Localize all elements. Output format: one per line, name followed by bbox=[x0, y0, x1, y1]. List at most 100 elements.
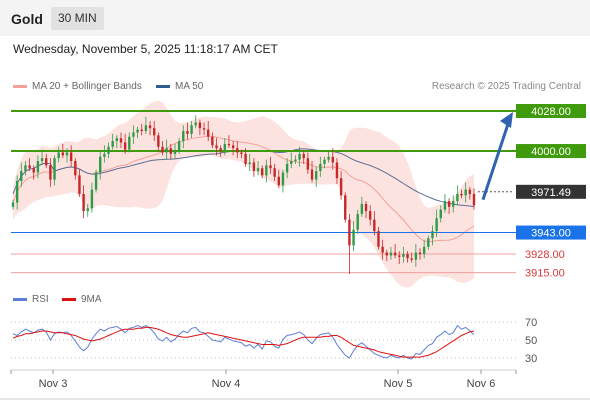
candle-body bbox=[248, 162, 251, 164]
bollinger-band bbox=[13, 100, 474, 288]
candle-body bbox=[169, 148, 173, 154]
candle-body bbox=[223, 143, 227, 152]
candle-body bbox=[389, 252, 393, 256]
candle-body bbox=[20, 171, 23, 182]
candle-body bbox=[285, 163, 289, 173]
candle-body bbox=[273, 168, 276, 177]
ma20-swatch bbox=[13, 84, 27, 88]
candle-body bbox=[447, 201, 451, 207]
candle-body bbox=[422, 246, 426, 254]
candle-body bbox=[11, 202, 15, 207]
candle-body bbox=[15, 181, 19, 203]
candle-body bbox=[153, 128, 156, 136]
candle-body bbox=[427, 238, 430, 247]
x-tick-label: Nov 3 bbox=[39, 378, 68, 390]
ma20-legend: MA 20 + Bollinger Bands bbox=[13, 81, 142, 94]
candle-body bbox=[128, 136, 131, 150]
candle-body bbox=[161, 146, 164, 153]
candle-body bbox=[206, 129, 210, 137]
candle-body bbox=[281, 172, 285, 186]
candle-body bbox=[306, 158, 310, 170]
candle-body bbox=[78, 175, 81, 194]
candle-body bbox=[452, 201, 455, 207]
candle-body bbox=[410, 258, 413, 260]
candle-body bbox=[69, 152, 73, 162]
rsi-swatch bbox=[13, 297, 27, 301]
candle-body bbox=[323, 159, 326, 164]
candle-body bbox=[398, 255, 401, 257]
candle-body bbox=[40, 158, 44, 162]
candle-body bbox=[339, 178, 343, 196]
candle-body bbox=[294, 159, 297, 162]
candle-body bbox=[240, 152, 243, 154]
candle-body bbox=[177, 141, 181, 152]
candle-body bbox=[74, 161, 77, 176]
candle-body bbox=[431, 231, 434, 239]
ma50-swatch bbox=[156, 84, 170, 88]
ma20-legend-label: MA 20 + Bollinger Bands bbox=[32, 81, 142, 92]
candle-body bbox=[360, 203, 364, 214]
symbol-title: Gold bbox=[11, 11, 43, 27]
last-price-tag-label: 3971.49 bbox=[531, 187, 571, 199]
rsi-level-label: 70 bbox=[525, 317, 537, 329]
candle-body bbox=[418, 252, 422, 254]
candle-body bbox=[373, 219, 376, 232]
candle-body bbox=[385, 252, 388, 256]
candle-body bbox=[219, 148, 222, 152]
ma9-legend-label: 9MA bbox=[81, 294, 102, 305]
candle-body bbox=[82, 193, 85, 212]
candle-body bbox=[310, 169, 314, 180]
candle-body bbox=[252, 162, 256, 172]
candle-body bbox=[45, 158, 48, 166]
timestamp: Wednesday, November 5, 2025 11:18:17 AM … bbox=[13, 42, 278, 56]
candle-body bbox=[352, 229, 355, 246]
top-bar: Gold 30 MIN bbox=[0, 0, 590, 36]
candle-body bbox=[265, 165, 268, 176]
candle-body bbox=[460, 193, 463, 196]
rsi-line bbox=[12, 324, 475, 360]
candle-body bbox=[165, 148, 168, 153]
candle-body bbox=[327, 156, 330, 160]
candle-body bbox=[335, 162, 339, 179]
candle-body bbox=[331, 156, 334, 163]
candle-body bbox=[173, 151, 177, 154]
resistance-tag-label-0: 4028.00 bbox=[531, 106, 571, 118]
ma50-legend: MA 50 bbox=[156, 81, 203, 94]
candle-body bbox=[190, 125, 193, 134]
candle-body bbox=[464, 189, 467, 196]
candle-body bbox=[468, 189, 472, 194]
candle-body bbox=[90, 189, 94, 209]
candle-body bbox=[36, 161, 40, 173]
x-tick-label: Nov 4 bbox=[212, 378, 241, 390]
candle-body bbox=[136, 129, 139, 133]
rsi-legend-label: RSI bbox=[32, 294, 49, 305]
candle-body bbox=[57, 152, 60, 159]
candle-body bbox=[107, 146, 110, 154]
candle-body bbox=[244, 153, 247, 164]
candle-body bbox=[443, 201, 447, 210]
rsi-legend: RSI bbox=[13, 294, 49, 307]
candle-body bbox=[393, 252, 397, 256]
bottom-divider bbox=[0, 398, 590, 400]
candle-body bbox=[111, 141, 114, 147]
x-tick-label: Nov 6 bbox=[467, 378, 496, 390]
candle-body bbox=[402, 254, 405, 257]
candle-body bbox=[61, 152, 65, 156]
candle-body bbox=[182, 131, 185, 142]
resistance-tag-0 bbox=[516, 104, 586, 118]
timeframe-button[interactable]: 30 MIN bbox=[51, 7, 104, 30]
candle-body bbox=[140, 129, 143, 132]
ma9-swatch bbox=[62, 297, 76, 301]
resistance-tag-label-1: 4000.00 bbox=[531, 146, 571, 158]
candle-body bbox=[356, 213, 359, 230]
candle-body bbox=[348, 219, 351, 246]
pivot-tag bbox=[516, 225, 586, 240]
research-credit: Research © 2025 Trading Central bbox=[431, 81, 581, 92]
candle-body bbox=[368, 211, 372, 220]
support-label-4: 3928.00 bbox=[525, 249, 565, 261]
candle-body bbox=[194, 122, 197, 126]
last-price-tag bbox=[516, 184, 586, 199]
candle-body bbox=[28, 165, 31, 169]
candle-body bbox=[298, 153, 301, 160]
